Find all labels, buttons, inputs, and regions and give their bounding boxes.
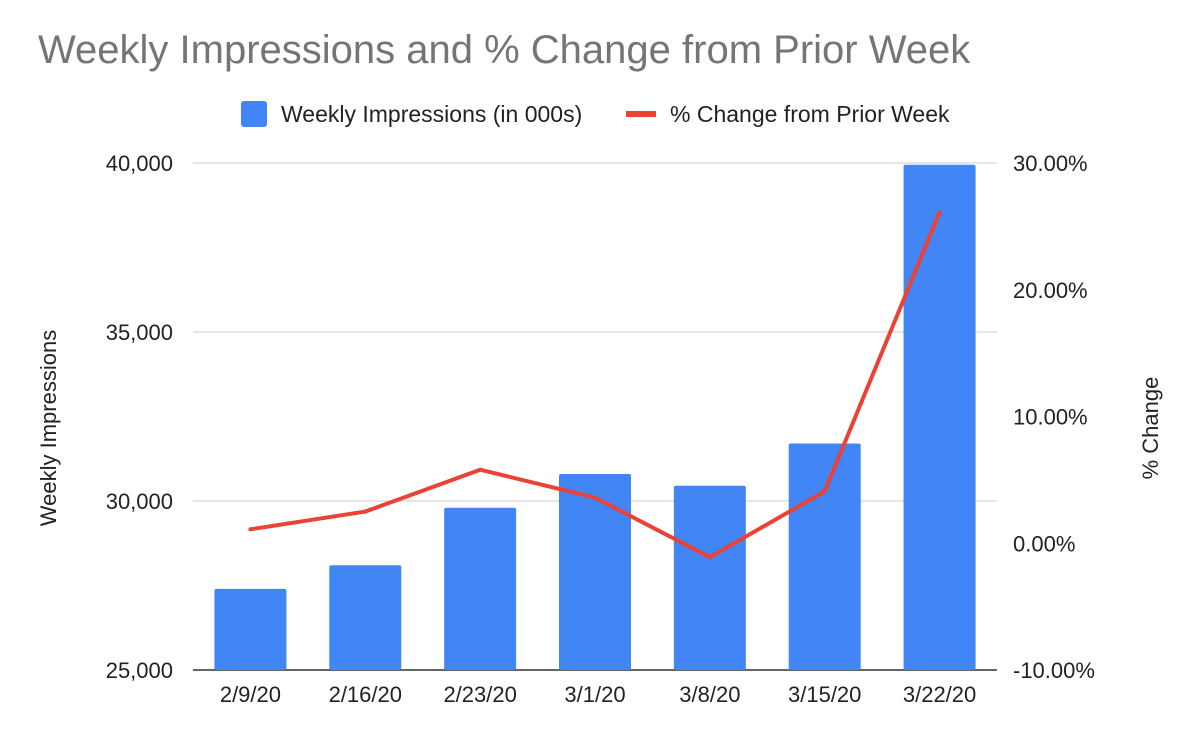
bar[interactable]	[559, 473, 631, 670]
legend-item-change[interactable]: % Change from Prior Week	[626, 96, 950, 132]
line-point	[822, 489, 827, 494]
y2-tick-label: 20.00%	[1013, 278, 1088, 303]
y-tick-label: 40,000	[106, 151, 173, 176]
y2-tick-label: 30.00%	[1013, 151, 1088, 176]
y2-tick-label: 0.00%	[1013, 531, 1075, 556]
y2-tick-label: -10.00%	[1013, 658, 1095, 683]
line-point	[593, 495, 597, 500]
y-axis-right: 30.00% 20.00% 10.00% 0.00% -10.00%	[1013, 151, 1095, 683]
chart-title: Weekly Impressions and % Change from Pri…	[38, 28, 971, 72]
x-tick-label: 2/16/20	[329, 682, 402, 707]
bar[interactable]	[673, 485, 746, 670]
bar-series	[214, 164, 976, 670]
y2-tick-label: 10.00%	[1013, 405, 1088, 430]
line-point	[937, 210, 942, 215]
bar[interactable]	[903, 164, 976, 670]
x-tick-label: 3/22/20	[903, 682, 976, 707]
line-point	[707, 555, 712, 560]
legend-label-change: % Change from Prior Week	[670, 100, 950, 127]
bar[interactable]	[444, 507, 517, 670]
x-tick-label: 2/23/20	[443, 682, 516, 707]
x-tick-label: 2/9/20	[220, 682, 281, 707]
legend-item-impressions[interactable]: Weekly Impressions (in 000s)	[241, 96, 582, 132]
y-axis-left: 40,000 35,000 30,000 25,000	[106, 151, 173, 683]
x-tick-label: 3/8/20	[679, 682, 740, 707]
y-tick-label: 25,000	[106, 658, 173, 683]
legend-label-impressions: Weekly Impressions (in 000s)	[281, 100, 583, 127]
x-tick-label: 3/1/20	[564, 682, 625, 707]
legend-swatch-change	[626, 111, 656, 117]
line-point	[363, 509, 368, 514]
bar[interactable]	[214, 588, 287, 670]
line-point	[248, 527, 253, 532]
x-tick-label: 3/15/20	[788, 682, 861, 707]
y-axis-title: Weekly Impressions	[36, 330, 61, 526]
bar[interactable]	[788, 443, 861, 670]
bar[interactable]	[329, 565, 402, 670]
x-axis: 2/9/20 2/16/20 2/23/20 3/1/20 3/8/20 3/15/20 3…	[220, 682, 976, 707]
y2-axis-title: % Change	[1138, 377, 1163, 480]
y-tick-label: 30,000	[106, 489, 173, 514]
y-tick-label: 35,000	[106, 320, 173, 345]
line-series	[248, 210, 942, 560]
legend-swatch-impressions	[241, 101, 267, 127]
line-point	[478, 467, 483, 472]
legend: Weekly Impressions (in 000s) % Change fr…	[0, 96, 1200, 132]
